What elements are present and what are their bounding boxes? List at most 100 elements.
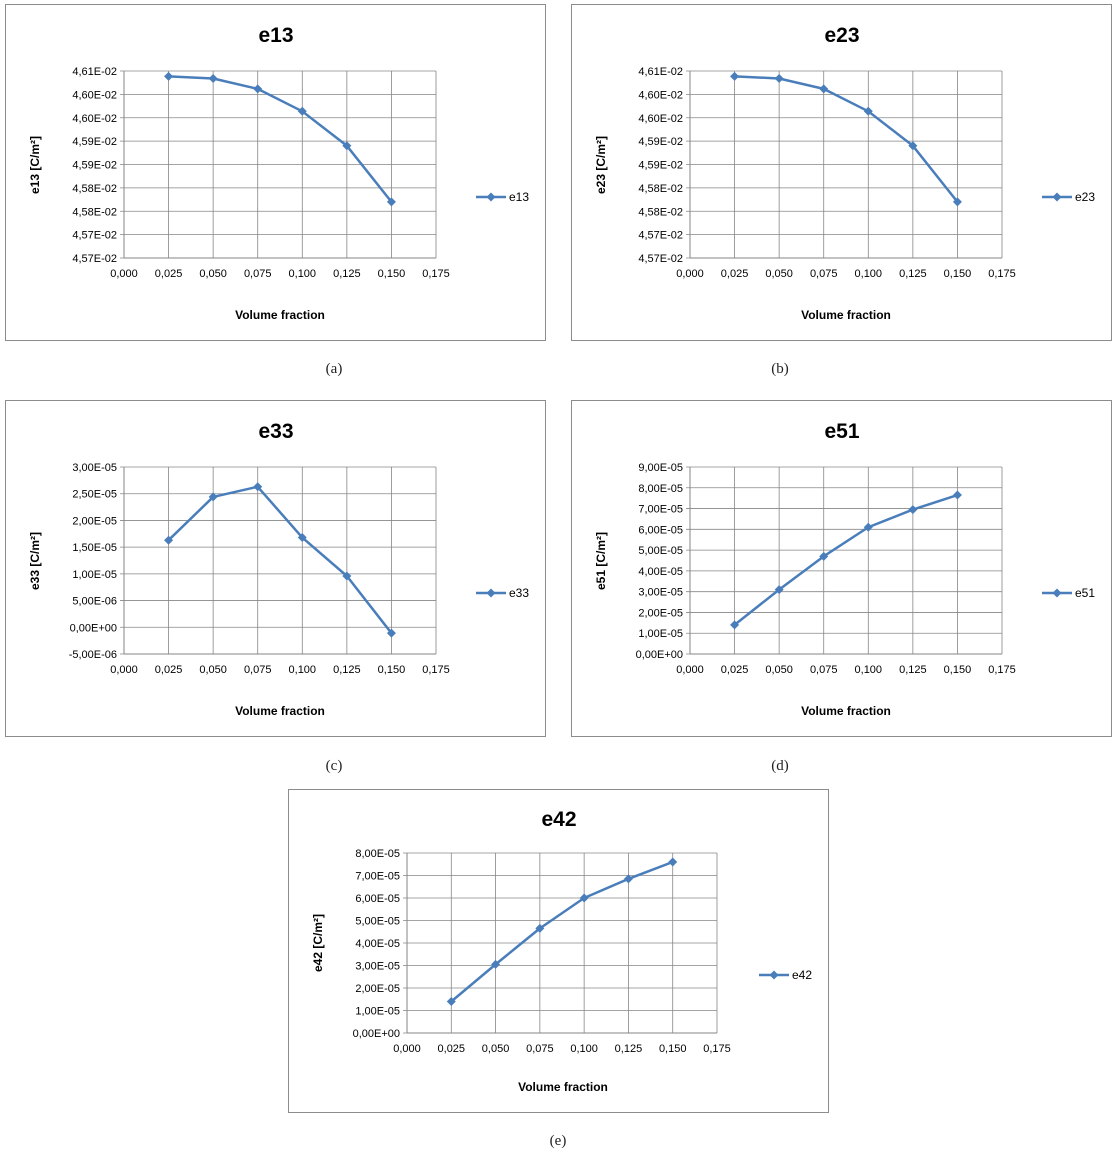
x-tick-label: 0,050 xyxy=(482,1043,510,1055)
y-tick-label: 2,00E-05 xyxy=(72,515,117,527)
x-tick-label: 0,175 xyxy=(988,268,1016,280)
y-tick-label: 4,60E-02 xyxy=(72,89,117,101)
y-tick-label: 4,00E-05 xyxy=(638,566,683,578)
y-tick-label: 8,00E-05 xyxy=(638,483,683,495)
data-point-marker xyxy=(774,585,784,595)
y-tick-label: 2,00E-05 xyxy=(355,983,400,995)
data-point-marker xyxy=(730,71,740,81)
x-tick-label: 0,075 xyxy=(526,1043,554,1055)
chart-title: e33 xyxy=(258,420,293,443)
chart-title: e51 xyxy=(824,420,859,443)
x-tick-label: 0,100 xyxy=(289,268,317,280)
x-tick-label: 0,025 xyxy=(155,268,183,280)
x-tick-label: 0,175 xyxy=(988,664,1016,676)
chart-panel-e23: e23 Volume fraction e23 [C/m²] 0,000 0,02… xyxy=(571,4,1112,341)
data-point-marker xyxy=(863,106,873,116)
x-tick-label: 0,075 xyxy=(810,268,838,280)
x-tick-label: 0,175 xyxy=(422,664,450,676)
y-tick-label: 5,00E-05 xyxy=(638,545,683,557)
y-tick-label: 0,00E+00 xyxy=(353,1028,400,1040)
x-tick-label: 0,125 xyxy=(899,664,927,676)
x-tick-label: 0,175 xyxy=(422,268,450,280)
y-tick-label: 1,00E-05 xyxy=(355,1006,400,1018)
x-tick-label: 0,050 xyxy=(199,664,227,676)
legend-label: e13 xyxy=(509,190,529,204)
y-tick-label: 4,57E-02 xyxy=(72,253,117,265)
y-tick-label: 0,00E+00 xyxy=(70,622,117,634)
y-tick-label: 4,58E-02 xyxy=(72,183,117,195)
data-point-marker xyxy=(535,923,545,933)
legend-marker xyxy=(1052,588,1062,598)
chart-e51: e51 Volume fraction e51 [C/m²] 0,000 0,02… xyxy=(594,420,1095,718)
y-tick-label: 4,61E-02 xyxy=(72,66,117,78)
data-point-marker xyxy=(908,141,918,151)
x-tick-label: 0,025 xyxy=(721,664,749,676)
y-tick-label: 4,57E-02 xyxy=(638,230,683,242)
data-point-marker xyxy=(446,997,456,1006)
chart-panel-e51: e51 Volume fraction e51 [C/m²] 0,000 0,02… xyxy=(571,400,1112,737)
y-tick-label: 3,00E-05 xyxy=(72,462,117,474)
y-tick-label: 4,60E-02 xyxy=(638,89,683,101)
x-tick-label: 0,075 xyxy=(244,664,272,676)
y-tick-label: 5,00E-06 xyxy=(72,596,117,608)
y-tick-label: 7,00E-05 xyxy=(638,504,683,516)
x-axis-label: Volume fraction xyxy=(518,1080,608,1094)
x-tick-label: 0,150 xyxy=(944,268,972,280)
caption-d: (d) xyxy=(771,758,789,774)
x-tick-label: 0,150 xyxy=(378,664,406,676)
x-axis-label: Volume fraction xyxy=(801,704,891,718)
data-point-marker xyxy=(819,84,829,94)
data-point-marker xyxy=(253,84,263,94)
x-tick-label: 0,000 xyxy=(676,664,704,676)
x-tick-label: 0,125 xyxy=(333,268,361,280)
x-tick-label: 0,150 xyxy=(659,1043,687,1055)
legend-marker xyxy=(769,970,779,980)
legend-marker xyxy=(486,192,496,202)
caption-a: (a) xyxy=(325,361,343,377)
x-tick-label: 0,125 xyxy=(333,664,361,676)
data-point-marker xyxy=(297,533,307,543)
x-tick-label: 0,100 xyxy=(855,268,883,280)
x-tick-label: 0,025 xyxy=(155,664,183,676)
y-tick-label: 3,00E-05 xyxy=(638,587,683,599)
x-tick-label: 0,050 xyxy=(765,268,793,280)
y-tick-label: 1,50E-05 xyxy=(72,542,117,554)
data-point-marker xyxy=(819,551,829,561)
series-line-e51 xyxy=(733,493,958,626)
y-tick-label: 8,00E-05 xyxy=(355,848,400,860)
y-tick-label: 4,57E-02 xyxy=(72,230,117,242)
data-point-marker xyxy=(342,571,352,581)
x-tick-label: 0,125 xyxy=(899,268,927,280)
x-tick-label: 0,150 xyxy=(944,664,972,676)
y-tick-label: 9,00E-05 xyxy=(638,462,683,474)
y-tick-label: 1,00E-05 xyxy=(72,569,117,581)
series-line-e13 xyxy=(168,75,393,203)
data-point-marker xyxy=(863,522,873,532)
data-point-marker xyxy=(952,197,962,207)
x-axis-label: Volume fraction xyxy=(235,308,325,322)
x-tick-label: 0,125 xyxy=(615,1043,643,1055)
chart-title: e13 xyxy=(258,24,293,47)
chart-panel-e42: e42 Volume fraction e42 [C/m²] 0,000 0,02… xyxy=(288,789,829,1113)
y-tick-label: 1,00E-05 xyxy=(638,628,683,640)
y-tick-label: 7,00E-05 xyxy=(355,871,400,883)
data-point-marker xyxy=(386,628,396,638)
y-tick-label: 5,00E-05 xyxy=(355,916,400,928)
data-point-marker xyxy=(952,490,962,500)
x-axis-label: Volume fraction xyxy=(801,308,891,322)
series-line-e33 xyxy=(167,485,393,634)
data-point-marker xyxy=(253,482,263,492)
y-tick-label: 2,00E-05 xyxy=(638,607,683,619)
y-tick-label: 4,00E-05 xyxy=(355,938,400,950)
data-point-marker xyxy=(164,71,174,81)
x-tick-label: 0,025 xyxy=(438,1043,466,1055)
chart-e13: e13 Volume fraction e13 [C/m²] 0,000 0,02… xyxy=(28,24,529,322)
y-axis-label: e42 [C/m²] xyxy=(311,914,325,972)
y-tick-label: 4,60E-02 xyxy=(72,113,117,125)
y-tick-label: 4,58E-02 xyxy=(638,206,683,218)
y-tick-label: 6,00E-05 xyxy=(355,893,400,905)
x-tick-label: 0,050 xyxy=(765,664,793,676)
y-tick-label: 4,59E-02 xyxy=(638,136,683,148)
y-tick-label: 4,58E-02 xyxy=(638,183,683,195)
data-point-marker xyxy=(386,197,396,207)
